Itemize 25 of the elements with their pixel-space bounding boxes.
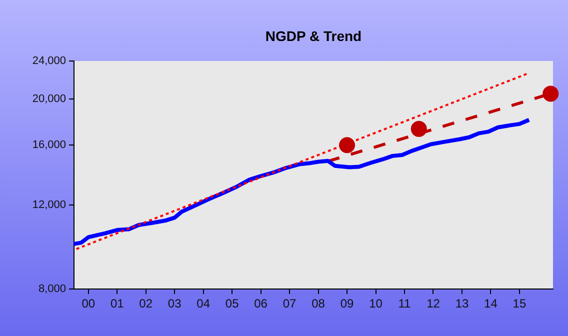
x-tick-label: 02 — [139, 296, 153, 311]
point — [339, 137, 356, 154]
y-tick-label: 20,000 — [32, 92, 66, 105]
x-tick-label: 11 — [398, 296, 412, 311]
x-tick-label: 04 — [196, 296, 210, 311]
x-tick-label: 01 — [110, 296, 124, 311]
x-tick-label: 09 — [340, 296, 354, 311]
point — [542, 86, 559, 102]
x-tick-label: 10 — [369, 296, 383, 311]
x-tick-label: 12 — [426, 296, 440, 311]
x-tick-label: 00 — [82, 296, 96, 311]
y-tick-label: 24,000 — [32, 55, 66, 68]
x-tick-label: 15 — [512, 296, 526, 311]
y-tick-label: 8,000 — [38, 283, 66, 296]
point — [410, 120, 427, 137]
x-tick-label: 06 — [254, 296, 268, 311]
x-tick-label: 14 — [484, 296, 498, 311]
x-tick-label: 08 — [312, 296, 326, 311]
chart-title: NGDP & Trend — [265, 28, 362, 44]
x-tick-label: 13 — [455, 296, 469, 311]
y-tick-label: 16,000 — [32, 139, 66, 152]
x-tick-label: 05 — [225, 296, 240, 311]
y-tick-label: 12,000 — [32, 198, 66, 211]
x-tick-label: 07 — [282, 296, 297, 311]
x-tick-label: 03 — [168, 296, 182, 311]
